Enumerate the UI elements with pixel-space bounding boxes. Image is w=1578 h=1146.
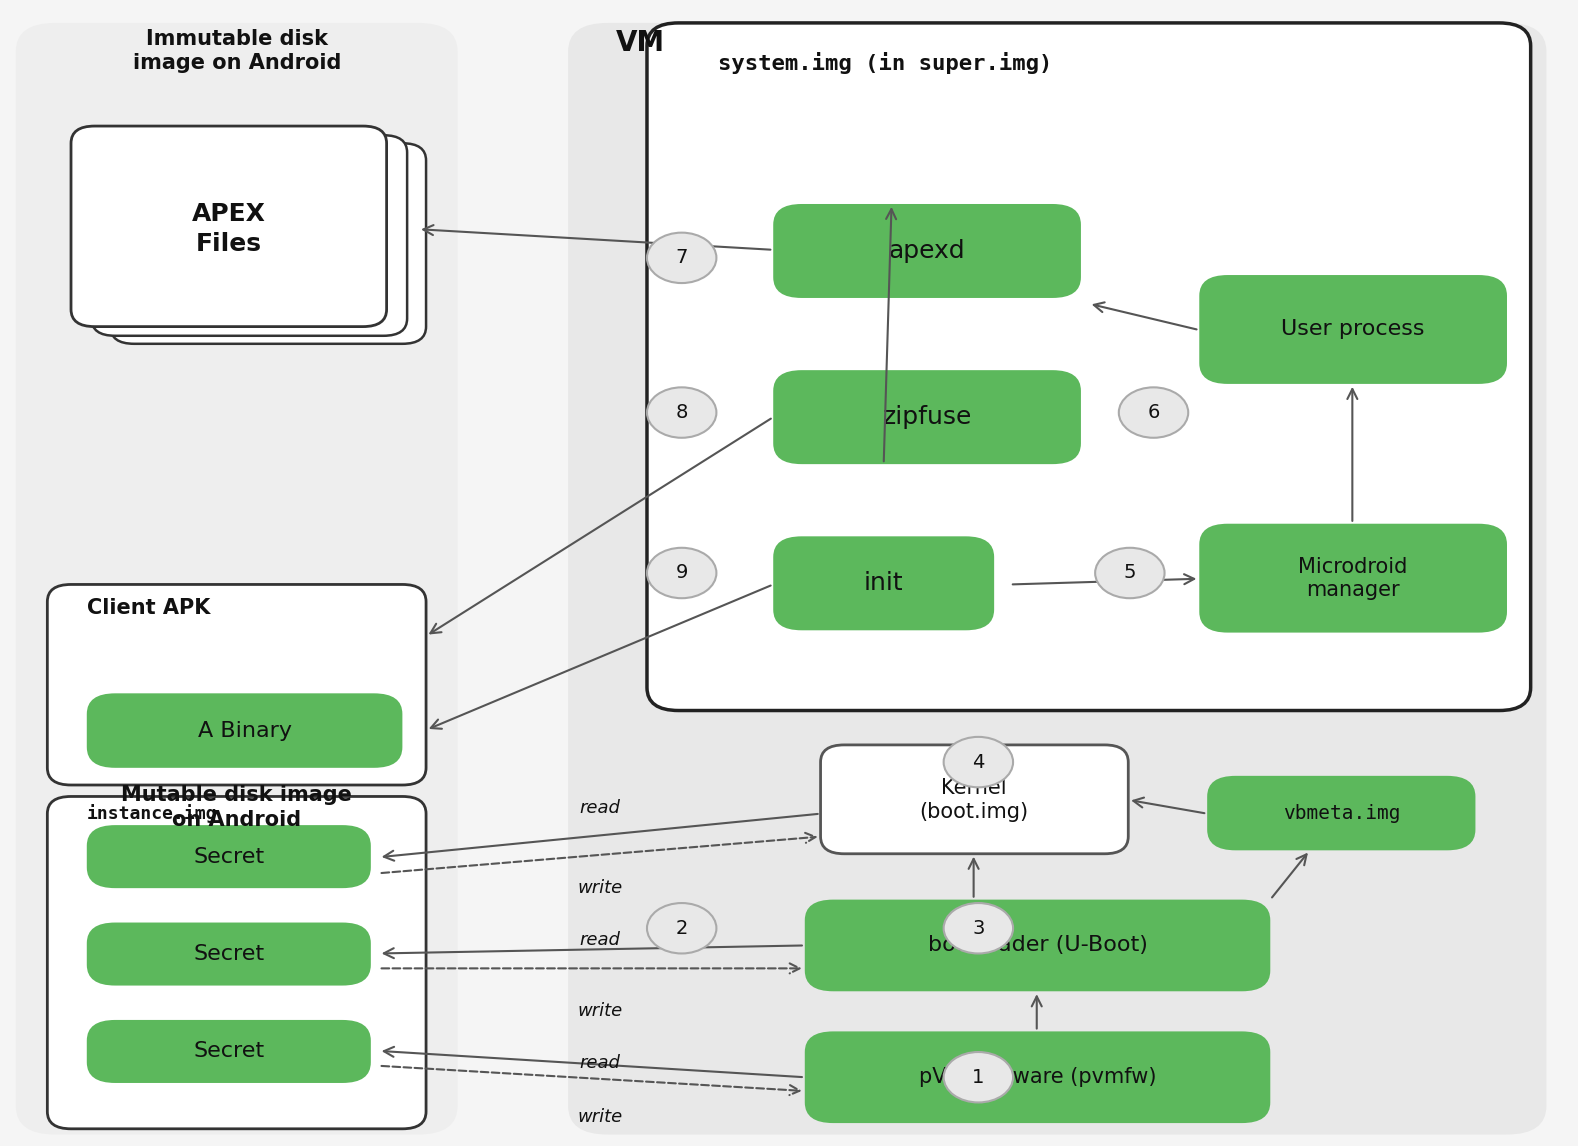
Text: Microdroid
manager: Microdroid manager xyxy=(1299,557,1408,599)
Circle shape xyxy=(1095,548,1165,598)
Text: A Binary: A Binary xyxy=(197,721,292,740)
Circle shape xyxy=(647,387,716,438)
Text: bootloader (U-Boot): bootloader (U-Boot) xyxy=(928,935,1147,956)
FancyArrowPatch shape xyxy=(382,964,800,973)
FancyArrowPatch shape xyxy=(884,209,896,462)
Text: zipfuse: zipfuse xyxy=(882,406,972,429)
FancyArrowPatch shape xyxy=(423,225,770,250)
Circle shape xyxy=(1119,387,1188,438)
FancyBboxPatch shape xyxy=(47,584,426,785)
FancyBboxPatch shape xyxy=(1207,776,1475,850)
Text: write: write xyxy=(578,1002,622,1020)
Text: 9: 9 xyxy=(675,564,688,582)
FancyArrowPatch shape xyxy=(383,945,802,958)
Text: Secret: Secret xyxy=(193,847,265,866)
Text: init: init xyxy=(863,572,904,595)
FancyArrowPatch shape xyxy=(1032,996,1041,1029)
Text: pVM firmware (pvmfw): pVM firmware (pvmfw) xyxy=(918,1067,1157,1088)
FancyBboxPatch shape xyxy=(87,923,371,986)
Text: read: read xyxy=(579,799,620,817)
Circle shape xyxy=(944,903,1013,953)
FancyBboxPatch shape xyxy=(805,1031,1270,1123)
Text: 5: 5 xyxy=(1124,564,1136,582)
Text: apexd: apexd xyxy=(888,240,966,262)
FancyBboxPatch shape xyxy=(1199,524,1507,633)
FancyBboxPatch shape xyxy=(110,143,426,344)
FancyArrowPatch shape xyxy=(969,858,978,897)
FancyArrowPatch shape xyxy=(1348,388,1357,521)
Circle shape xyxy=(647,903,716,953)
FancyArrowPatch shape xyxy=(1272,854,1307,897)
Text: 6: 6 xyxy=(1147,403,1160,422)
Circle shape xyxy=(944,1052,1013,1102)
Circle shape xyxy=(647,233,716,283)
FancyArrowPatch shape xyxy=(1094,303,1196,329)
FancyBboxPatch shape xyxy=(773,536,994,630)
FancyArrowPatch shape xyxy=(1013,574,1195,584)
FancyArrowPatch shape xyxy=(382,1066,800,1096)
Text: 2: 2 xyxy=(675,919,688,937)
Text: Immutable disk
image on Android: Immutable disk image on Android xyxy=(133,29,341,73)
FancyBboxPatch shape xyxy=(568,23,1546,1135)
Text: 1: 1 xyxy=(972,1068,985,1086)
FancyBboxPatch shape xyxy=(16,23,458,1135)
FancyArrowPatch shape xyxy=(1133,798,1204,814)
FancyBboxPatch shape xyxy=(773,204,1081,298)
FancyBboxPatch shape xyxy=(92,135,407,336)
Text: 7: 7 xyxy=(675,249,688,267)
Text: instance.img: instance.img xyxy=(87,804,218,824)
FancyBboxPatch shape xyxy=(773,370,1081,464)
FancyArrowPatch shape xyxy=(383,1046,802,1077)
Text: read: read xyxy=(579,1054,620,1073)
Text: 3: 3 xyxy=(972,919,985,937)
FancyArrowPatch shape xyxy=(431,418,772,634)
Text: read: read xyxy=(579,931,620,949)
Text: system.img (in super.img): system.img (in super.img) xyxy=(718,52,1053,73)
Text: Mutable disk image
on Android: Mutable disk image on Android xyxy=(122,785,352,830)
FancyBboxPatch shape xyxy=(647,23,1531,711)
Text: write: write xyxy=(578,879,622,897)
Text: Secret: Secret xyxy=(193,944,265,964)
FancyArrowPatch shape xyxy=(431,586,770,729)
FancyBboxPatch shape xyxy=(71,126,387,327)
Text: vbmeta.img: vbmeta.img xyxy=(1283,803,1400,823)
FancyBboxPatch shape xyxy=(805,900,1270,991)
FancyBboxPatch shape xyxy=(821,745,1128,854)
FancyBboxPatch shape xyxy=(87,693,402,768)
FancyBboxPatch shape xyxy=(87,825,371,888)
FancyBboxPatch shape xyxy=(47,796,426,1129)
Circle shape xyxy=(944,737,1013,787)
FancyArrowPatch shape xyxy=(383,814,817,861)
Text: Client APK: Client APK xyxy=(87,598,210,618)
FancyArrowPatch shape xyxy=(382,833,816,873)
Text: User process: User process xyxy=(1281,320,1425,339)
Text: Kernel
(boot.img): Kernel (boot.img) xyxy=(918,778,1029,822)
Text: write: write xyxy=(578,1108,622,1127)
FancyBboxPatch shape xyxy=(1199,275,1507,384)
Circle shape xyxy=(647,548,716,598)
Text: APEX
Files: APEX Files xyxy=(193,203,265,256)
FancyBboxPatch shape xyxy=(87,1020,371,1083)
Text: 4: 4 xyxy=(972,753,985,771)
Text: VM: VM xyxy=(615,29,664,56)
Text: 8: 8 xyxy=(675,403,688,422)
Text: Secret: Secret xyxy=(193,1042,265,1061)
